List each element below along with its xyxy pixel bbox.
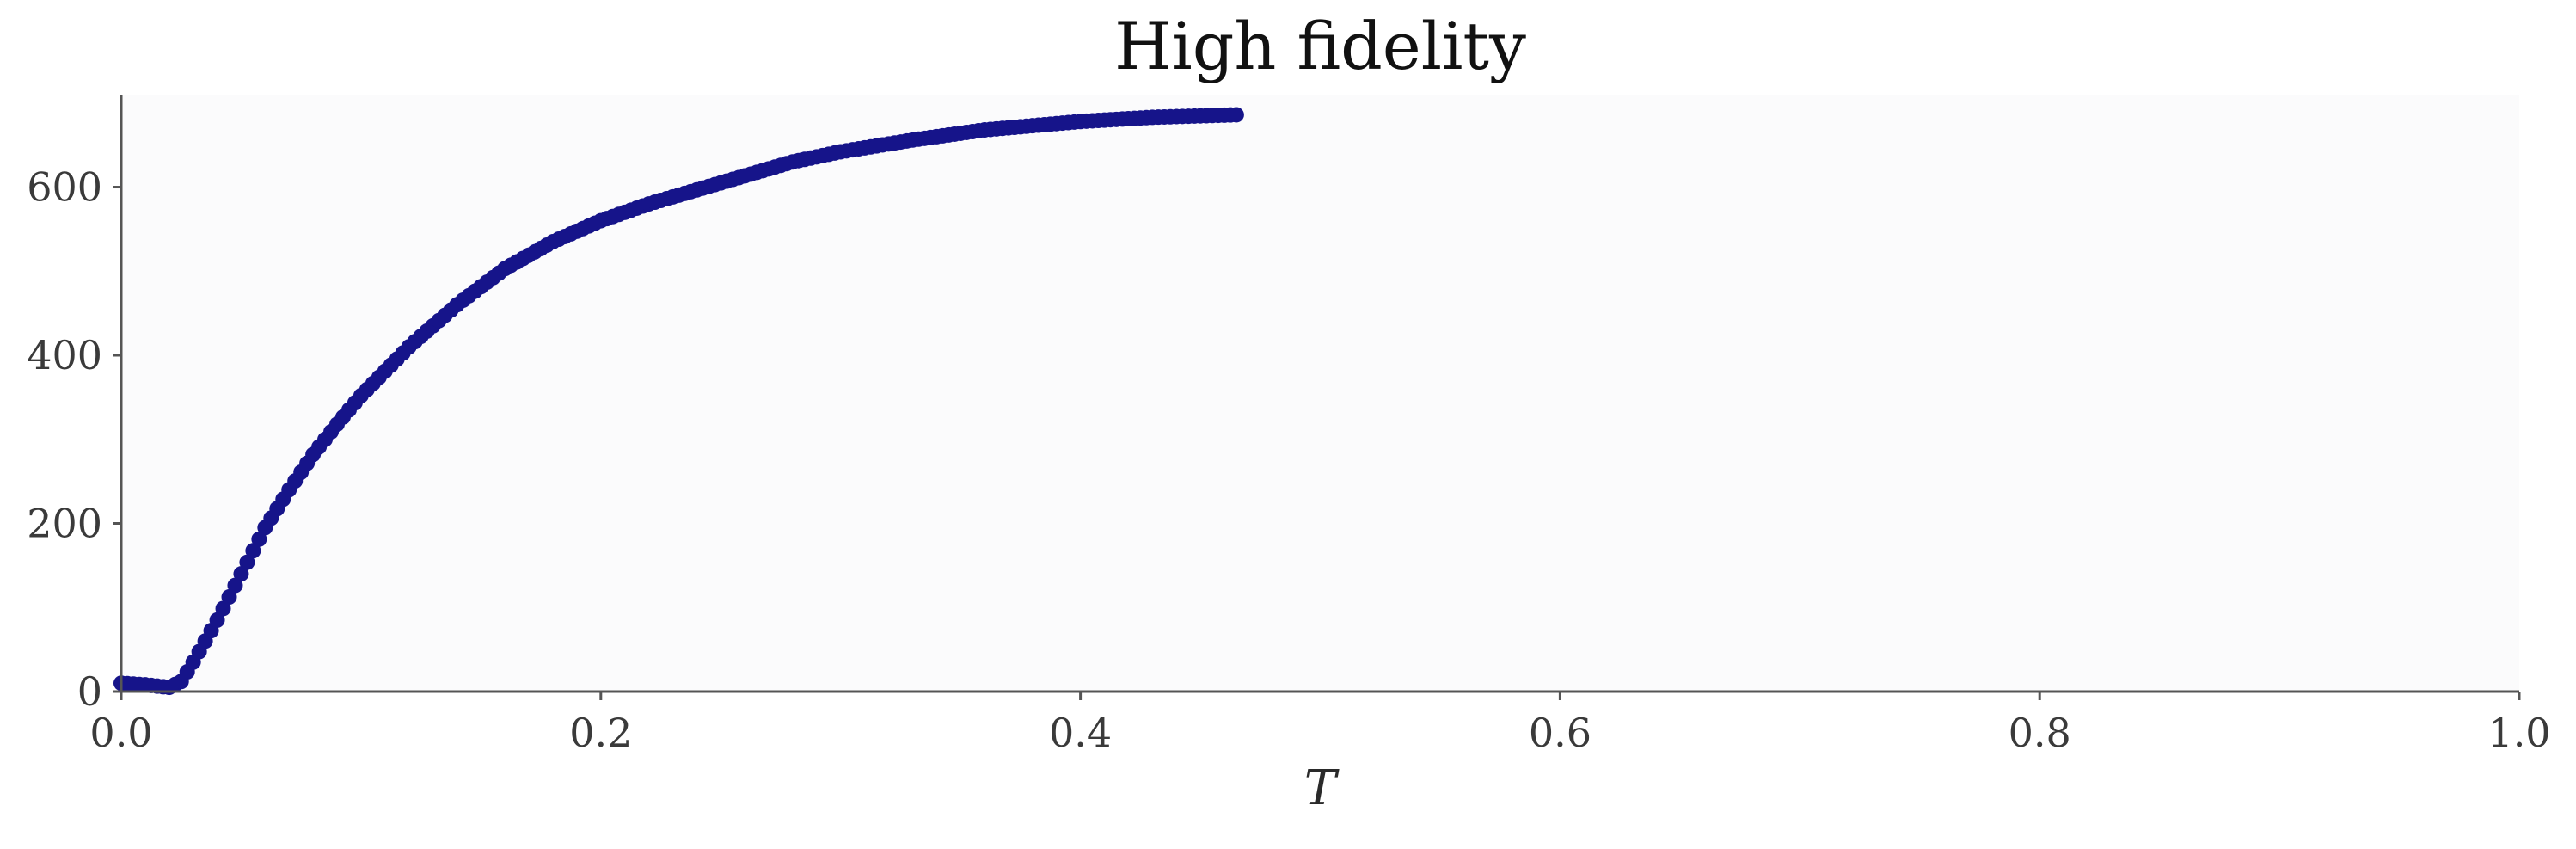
y-tick-label: 0: [77, 668, 102, 715]
scatter-points: [113, 107, 1244, 696]
y-axis-ticks: 0 200 400 600: [27, 164, 121, 715]
scatter-point: [209, 612, 225, 628]
x-tick-label: 0.8: [2009, 710, 2071, 756]
x-tick-label: 0.4: [1049, 710, 1112, 756]
scatter-point: [227, 577, 243, 594]
x-tick-label: 0.6: [1529, 710, 1592, 756]
x-axis-ticks: 0.0 0.2 0.4 0.6 0.8 1.0: [89, 692, 2551, 756]
x-axis-label: T: [1304, 760, 1340, 816]
scatter-point: [1228, 107, 1244, 123]
scatter-point: [239, 554, 255, 570]
scatter-point: [245, 543, 261, 559]
y-tick-label: 400: [27, 332, 102, 378]
scatter-point: [221, 589, 237, 606]
x-tick-label: 0.0: [89, 710, 152, 756]
y-tick-label: 600: [27, 164, 102, 211]
scatter-point: [215, 600, 231, 617]
scatter-point: [251, 531, 267, 547]
x-tick-label: 0.2: [569, 710, 632, 756]
x-tick-label: 1.0: [2487, 710, 2550, 756]
chart-title: High fidelity: [1114, 8, 1526, 84]
plot-area: [121, 95, 2519, 692]
scatter-point: [233, 566, 249, 582]
y-tick-label: 200: [27, 501, 102, 547]
